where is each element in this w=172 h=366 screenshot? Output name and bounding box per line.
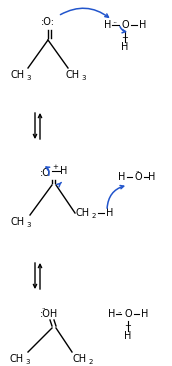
Text: H: H: [108, 309, 116, 319]
Text: CH: CH: [76, 208, 90, 218]
Text: H: H: [106, 208, 114, 218]
Text: +: +: [122, 33, 128, 41]
Text: O: O: [121, 20, 129, 30]
Text: CH: CH: [10, 354, 24, 364]
Text: ··: ··: [41, 306, 45, 312]
Text: H: H: [139, 20, 147, 30]
Text: 3: 3: [27, 222, 31, 228]
Text: H: H: [124, 331, 132, 341]
Text: H: H: [121, 42, 129, 52]
Text: 3: 3: [26, 359, 30, 365]
Text: CH: CH: [66, 70, 80, 80]
Text: 3: 3: [82, 75, 86, 81]
Text: :O: :O: [40, 168, 50, 178]
Text: O: O: [134, 172, 142, 182]
Text: H: H: [104, 20, 112, 30]
Text: H: H: [148, 172, 156, 182]
Text: ··: ··: [117, 310, 121, 316]
Text: H: H: [118, 172, 126, 182]
Text: CH: CH: [11, 217, 25, 227]
Text: 2: 2: [92, 213, 96, 219]
Text: :OH: :OH: [40, 309, 58, 319]
Text: CH: CH: [73, 354, 87, 364]
Text: 3: 3: [27, 75, 31, 81]
Text: ··: ··: [136, 169, 140, 175]
Text: O: O: [124, 309, 132, 319]
Text: 2: 2: [89, 359, 93, 365]
Text: CH: CH: [11, 70, 25, 80]
Text: :O:: :O:: [41, 17, 55, 27]
Text: H: H: [141, 309, 149, 319]
Text: +: +: [52, 164, 58, 170]
Text: ··: ··: [112, 19, 118, 29]
Text: +: +: [125, 321, 131, 330]
Text: H: H: [60, 166, 68, 176]
